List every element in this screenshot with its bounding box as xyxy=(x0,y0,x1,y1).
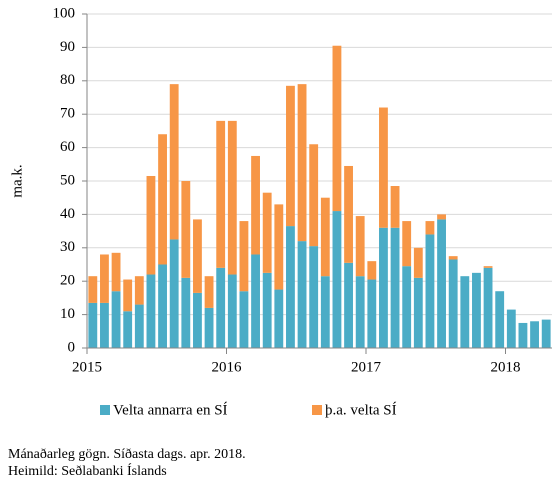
bar-segment xyxy=(483,267,493,348)
bar-segment xyxy=(227,274,237,348)
bar-segment xyxy=(344,262,353,348)
bar-segment xyxy=(297,84,307,242)
bar-segment xyxy=(355,276,365,348)
y-tick-label: 0 xyxy=(68,339,76,355)
bar-segment xyxy=(262,272,272,348)
bar-segment xyxy=(530,321,539,348)
y-tick-label: 100 xyxy=(53,5,76,21)
bar-segment xyxy=(239,221,249,292)
bar-segment xyxy=(425,234,435,348)
y-tick-label: 20 xyxy=(60,273,75,289)
bar-segment xyxy=(146,274,156,348)
x-tick-label: 2018 xyxy=(491,359,521,375)
y-tick-label: 30 xyxy=(60,239,75,255)
bar-segment xyxy=(413,277,423,348)
bar-segment xyxy=(123,279,133,312)
y-axis-label: ma.k. xyxy=(9,164,25,197)
bar-segment xyxy=(483,266,493,268)
x-tick-label: 2017 xyxy=(351,359,382,375)
bar-segment xyxy=(158,134,167,265)
bar-segment xyxy=(367,261,377,280)
bar-segment xyxy=(158,264,167,348)
y-tick-label: 70 xyxy=(60,106,75,122)
bar-segment xyxy=(390,186,400,228)
bar-segment xyxy=(355,216,365,277)
bar-segment xyxy=(286,226,295,348)
bar-segment xyxy=(390,227,400,348)
bar-segment xyxy=(193,292,202,348)
y-tick-label: 40 xyxy=(60,206,75,222)
bar-segment xyxy=(320,197,330,277)
bar-segment xyxy=(88,302,98,348)
bar-segment xyxy=(402,221,412,267)
legend-label: þ.a. velta SÍ xyxy=(325,401,397,418)
bar-segment xyxy=(437,219,446,348)
bar-segment xyxy=(448,259,458,348)
y-tick-label: 50 xyxy=(60,172,75,188)
bar-segment xyxy=(460,276,470,348)
bar-segment xyxy=(344,165,353,263)
bar-segment xyxy=(541,319,551,348)
bar-segment xyxy=(134,276,144,305)
y-tick-label: 80 xyxy=(60,72,75,88)
bar-segment xyxy=(88,276,98,303)
bar-segment xyxy=(448,256,458,260)
bar-segment xyxy=(495,291,505,348)
bar-segment xyxy=(181,181,191,278)
bar-segment xyxy=(320,276,330,348)
bar-segment xyxy=(100,254,109,303)
bar-segment xyxy=(379,227,388,348)
bar-segment xyxy=(239,291,249,348)
bar-segment xyxy=(309,246,319,348)
bar-segment xyxy=(274,204,284,290)
bar-segment xyxy=(227,120,237,275)
y-tick-label: 10 xyxy=(60,306,75,322)
bar-segment xyxy=(437,214,446,220)
bar-segment xyxy=(506,309,516,348)
bar-segment xyxy=(204,276,214,308)
bar-segment xyxy=(309,144,319,247)
legend-swatch xyxy=(312,405,322,415)
bar-segment xyxy=(111,291,121,348)
bar-segment xyxy=(251,155,260,255)
bar-segment xyxy=(367,279,377,348)
bar-segment xyxy=(193,219,202,293)
bar-segment xyxy=(286,85,295,227)
bar-segment xyxy=(274,289,284,348)
bar-segment xyxy=(472,272,481,348)
bar-segment xyxy=(134,304,144,348)
bar-segment xyxy=(216,267,226,348)
bar-segment xyxy=(413,247,423,278)
note: Heimild: Seðlabanki Íslands xyxy=(8,462,167,479)
bar-segment xyxy=(297,241,307,348)
bar-segment xyxy=(216,120,226,268)
bar-segment xyxy=(111,252,121,292)
bar-segment xyxy=(169,239,179,348)
bar-segment xyxy=(379,107,388,228)
bar-segment xyxy=(332,45,342,212)
y-tick-label: 60 xyxy=(60,139,75,155)
bar-segment xyxy=(332,211,342,348)
bar-segment xyxy=(402,266,412,348)
bar-segment xyxy=(181,277,191,348)
bar-segment xyxy=(251,254,260,348)
bar-segment xyxy=(262,192,272,273)
x-tick-label: 2015 xyxy=(72,359,102,375)
note: Mánaðarleg gögn. Síðasta dags. apr. 2018… xyxy=(8,447,246,462)
legend-label: Velta annarra en SÍ xyxy=(113,401,228,418)
y-tick-label: 90 xyxy=(60,39,75,55)
bar-segment xyxy=(123,311,133,348)
bar-segment xyxy=(425,221,435,235)
bar-segment xyxy=(146,175,156,275)
bar-segment xyxy=(100,302,109,348)
bar-segment xyxy=(169,84,179,240)
bar-segment xyxy=(518,322,528,348)
x-tick-label: 2016 xyxy=(212,359,243,375)
legend-swatch xyxy=(100,405,110,415)
bar-segment xyxy=(204,307,214,348)
